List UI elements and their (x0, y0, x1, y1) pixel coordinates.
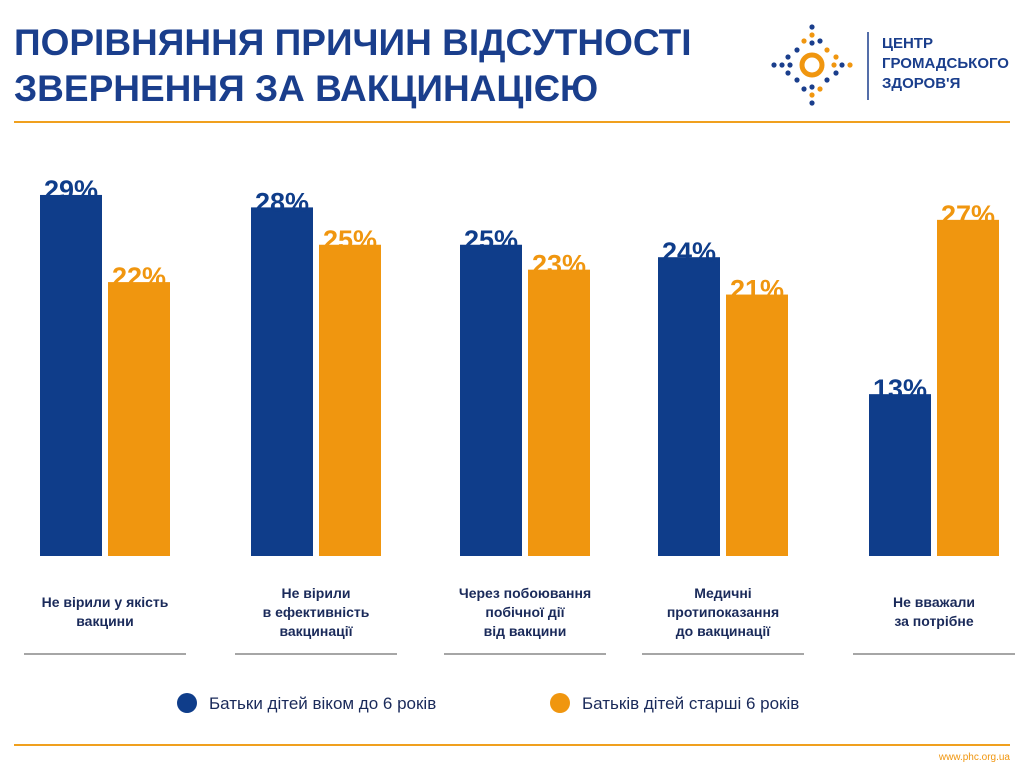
logo-dot (817, 38, 823, 44)
value-label: 28% (255, 187, 309, 217)
logo-dot (833, 70, 839, 76)
title-line: ЗВЕРНЕННЯ ЗА ВАКЦИНАЦІЄЮ (14, 68, 598, 109)
logo-dot (794, 47, 800, 53)
bar (108, 282, 170, 556)
category-label: Не вірили в ефективність вакцинації (262, 584, 370, 639)
logo-text: ЗДОРОВ'Я (882, 75, 960, 92)
bar (937, 219, 999, 556)
value-label: 27% (941, 200, 995, 230)
category-label: Не вважали за потрібне (893, 594, 975, 629)
logo-dot (801, 38, 807, 44)
logo-dot (809, 32, 815, 38)
logo-dot (833, 54, 839, 60)
logo-dot (785, 70, 791, 76)
value-label: 25% (464, 225, 518, 255)
bar (460, 244, 522, 556)
footer-url: www.phc.org.ua (938, 752, 1011, 763)
logo-dot (771, 62, 777, 68)
logo-dot (809, 100, 815, 106)
logo-dot (809, 92, 815, 98)
bar (658, 257, 720, 556)
logo-dot (809, 40, 815, 46)
logo-dot (817, 86, 823, 92)
value-label: 13% (873, 374, 927, 404)
bar (528, 269, 590, 556)
value-label: 23% (532, 250, 586, 280)
legend-swatch (177, 693, 197, 713)
logo-dot (831, 62, 837, 68)
logo-dot (847, 62, 853, 68)
logo-dot (787, 62, 793, 68)
legend-label: Батьки дітей віком до 6 років (209, 694, 436, 713)
bar (869, 394, 931, 556)
bar (40, 194, 102, 556)
category-label: Медичні протипоказання до вакцинації (666, 584, 780, 639)
value-label: 29% (44, 175, 98, 205)
bar (726, 294, 788, 556)
logo-dot (824, 47, 830, 53)
logo-dot (801, 86, 807, 92)
legend-swatch (550, 693, 570, 713)
bar (251, 207, 313, 556)
logo-dot (839, 62, 845, 68)
logo-ring (799, 52, 825, 78)
value-label: 25% (323, 225, 377, 255)
logo-dot (779, 62, 785, 68)
logo-text: ЦЕНТР (882, 35, 933, 52)
logo-dot (809, 84, 815, 90)
title-line: ПОРІВНЯННЯ ПРИЧИН ВІДСУТНОСТІ (14, 22, 692, 63)
value-label: 22% (112, 262, 166, 292)
logo-text: ГРОМАДСЬКОГО (882, 55, 1009, 72)
legend-label: Батьків дітей старші 6 років (582, 694, 799, 713)
category-label: Через побоювання побічної дії від вакцин… (458, 584, 592, 639)
logo-dot (794, 77, 800, 83)
value-label: 21% (730, 275, 784, 305)
value-label: 24% (662, 237, 716, 267)
logo-dot (785, 54, 791, 60)
logo-dot (809, 24, 815, 30)
category-label: Не вірили у якість вакцини (41, 594, 169, 629)
logo-dot (824, 77, 830, 83)
bar (319, 244, 381, 556)
